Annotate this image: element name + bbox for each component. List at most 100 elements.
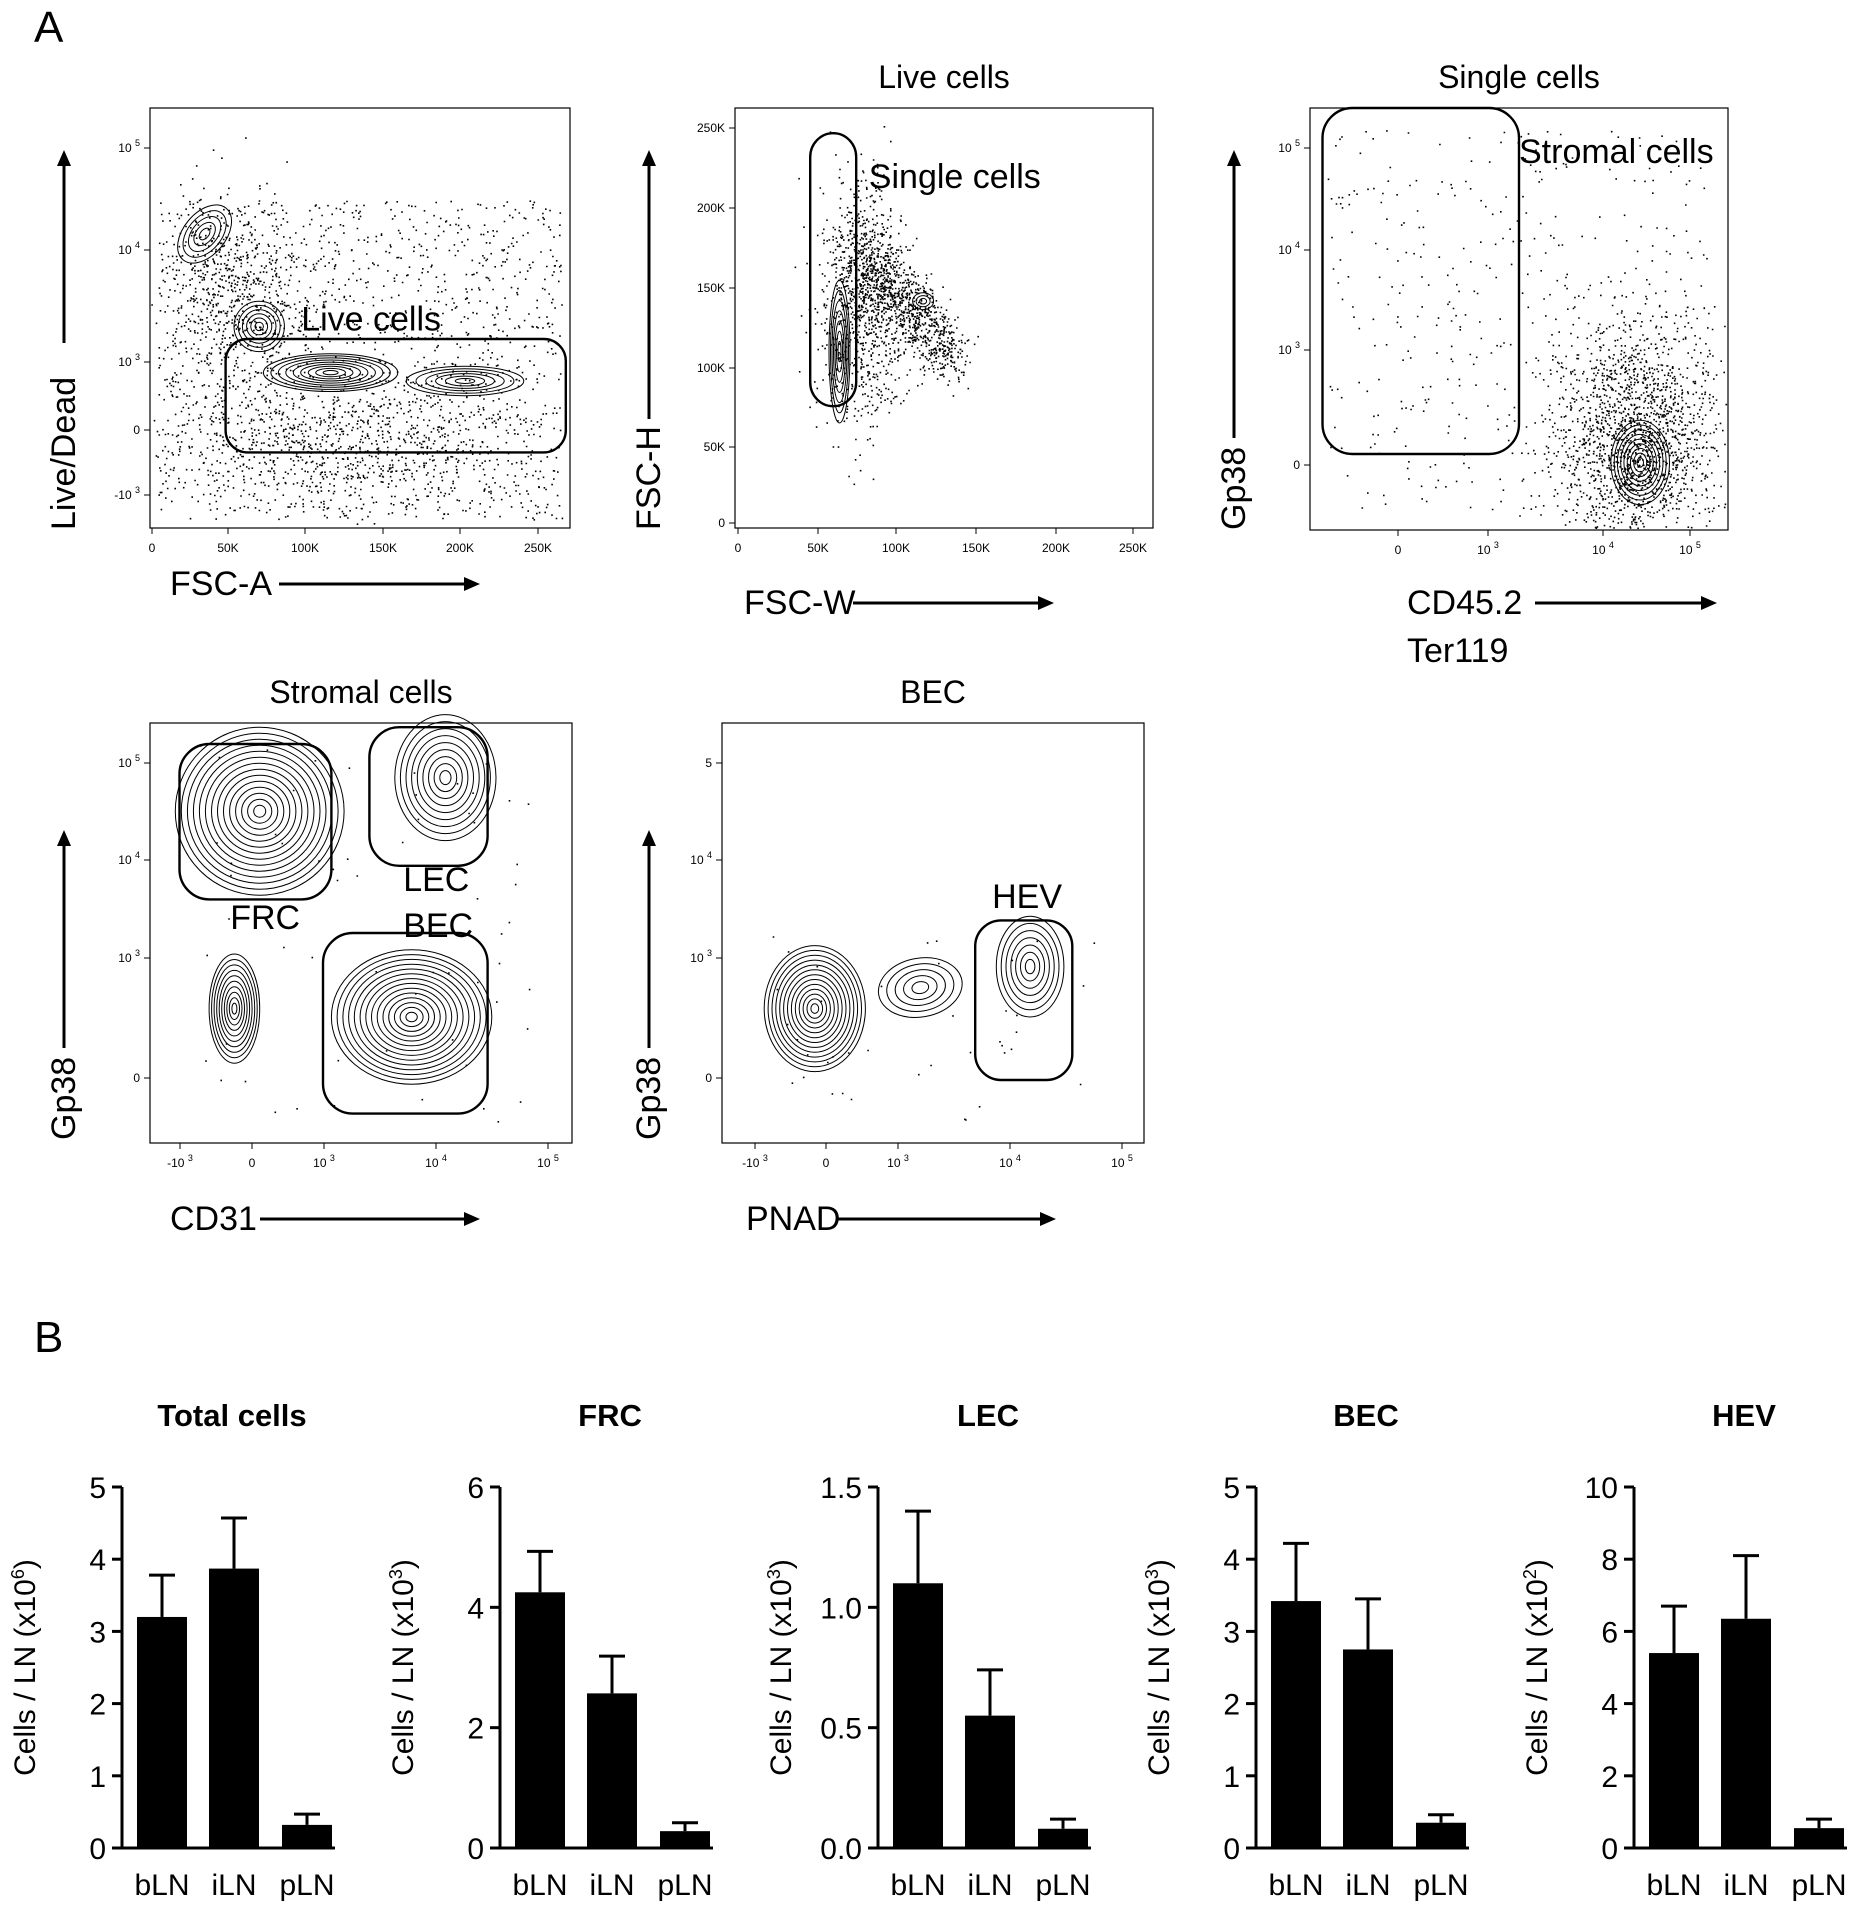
density-contour <box>779 964 851 1053</box>
density-contour <box>767 949 862 1068</box>
x-tick-label: 100K <box>882 541 910 555</box>
category-label: iLN <box>589 1869 634 1902</box>
bar <box>1721 1618 1771 1848</box>
category-label: bLN <box>1646 1869 1701 1902</box>
y-tick-label: 4 <box>1601 1689 1618 1722</box>
density-contour <box>416 742 474 814</box>
y-tick-label: 1 <box>1223 1761 1240 1794</box>
x-tick-label: 0 <box>735 541 742 555</box>
x-tick-label: 50K <box>807 541 828 555</box>
plot-title: Stromal cells <box>269 674 452 710</box>
density-contour <box>330 949 493 1085</box>
density-contour <box>253 804 267 818</box>
density-contour <box>806 998 824 1019</box>
plot-title: Single cells <box>1438 59 1600 95</box>
density-contour <box>411 735 480 821</box>
y-axis-arrowhead <box>1227 150 1241 166</box>
density-contour <box>1020 951 1041 982</box>
y-tick-label: 4 <box>1223 1544 1240 1577</box>
density-contour <box>894 969 946 1006</box>
flow-cytometry-plots: Live cells 0 50K 100K 150K 200K 250K 10 5 10 4 10… <box>45 59 1729 1238</box>
y-axis-label: Cells / LN (x106) <box>8 1559 42 1776</box>
x-axis-label: CD31 <box>170 1200 257 1238</box>
density-contour <box>836 330 843 373</box>
density-contour <box>831 300 848 404</box>
gate-label: Single cells <box>869 158 1041 196</box>
y-tick-label: 0 <box>1601 1833 1618 1866</box>
y-tick-label: 0 <box>89 1833 106 1866</box>
density-contour <box>394 714 497 842</box>
density-contour <box>783 969 847 1048</box>
x-tick-label: 150K <box>962 541 990 555</box>
x-tick-label: 150K <box>369 541 397 555</box>
y-axis-label: Gp38 <box>45 1057 83 1140</box>
density-contour <box>223 774 297 848</box>
density-contour <box>454 378 476 384</box>
density-contour <box>177 204 233 264</box>
flow-plot-4: FRC LEC BEC -10 3 0 10 3 10 4 10 5 10 5 10 4 10 3 0… <box>45 674 573 1238</box>
x-tick-label: -10 3 <box>167 1153 193 1170</box>
flow-plot-1: Live cells 0 50K 100K 150K 200K 250K 10 5 10 4 10… <box>45 107 571 603</box>
density-contour <box>182 210 227 258</box>
density-contour <box>787 974 843 1043</box>
density-contour <box>231 1002 238 1015</box>
density-contour <box>204 756 315 866</box>
y-tick-label: 0 <box>718 516 725 530</box>
density-contour <box>226 991 243 1026</box>
density-contour <box>315 367 347 378</box>
y-axis-label: FSC-H <box>630 426 668 530</box>
y-tick-label: 50K <box>704 440 725 454</box>
density-contour <box>775 959 855 1058</box>
density-contour <box>1000 922 1060 1011</box>
y-tick-label: 0 <box>467 1833 484 1866</box>
x-axis-label: PNAD <box>746 1200 840 1238</box>
category-label: bLN <box>134 1869 189 1902</box>
chart-title: FRC <box>578 1398 642 1433</box>
density-contour <box>382 992 441 1042</box>
density-contour <box>877 957 963 1018</box>
density-contour <box>250 317 269 336</box>
density-contour <box>1610 419 1670 506</box>
density-contour <box>192 744 327 878</box>
density-contour <box>1024 958 1036 975</box>
flow-plot-2: Single cells 0 50K 100K 150K 200K 250K 250K 200K… <box>630 59 1154 622</box>
density-contour <box>433 763 458 793</box>
y-tick-label: 10 4 <box>118 850 140 867</box>
x-axis-arrowhead <box>464 577 480 591</box>
density-contour <box>1015 944 1046 989</box>
x-axis-label: CD45.2 <box>1407 584 1522 622</box>
x-tick-label: 10 3 <box>887 1153 909 1170</box>
density-contour <box>217 768 303 854</box>
density-contour <box>833 310 846 393</box>
bar <box>893 1583 943 1848</box>
bar <box>1649 1653 1699 1848</box>
density-contour <box>439 770 452 786</box>
density-contour <box>229 780 291 842</box>
x-tick-label: 100K <box>291 541 319 555</box>
y-tick-label: 8 <box>1601 1544 1618 1577</box>
flow-plot-5: HEV -10 3 0 10 3 10 4 10 5 5 10 4 10 3 0 BEC PNAD Gp… <box>630 674 1145 1238</box>
density-contour <box>1010 937 1050 996</box>
y-tick-label: 250K <box>697 121 725 135</box>
density-contour <box>336 954 487 1080</box>
density-contour <box>444 375 486 387</box>
density-contour <box>912 292 935 311</box>
density-contour <box>186 738 333 884</box>
flow-plot-3: Stromal cells 0 10 3 10 4 10 5 10 5 10 4 10 3 0 S… <box>1215 59 1729 670</box>
density-contour <box>235 786 285 836</box>
y-tick-label: 10 3 <box>1278 340 1300 357</box>
y-tick-label: 2 <box>1223 1689 1240 1722</box>
density-contour <box>348 963 476 1071</box>
bar <box>282 1824 332 1848</box>
y-tick-label: 4 <box>467 1592 484 1625</box>
x-axis-arrowhead <box>1040 1212 1056 1226</box>
density-contour <box>794 983 835 1034</box>
y-axis-label: Live/Dead <box>45 377 83 530</box>
density-contour <box>405 1011 418 1023</box>
gate-outline <box>224 337 568 454</box>
density-contour <box>771 954 859 1063</box>
density-contour <box>247 798 273 824</box>
density-contour <box>213 964 256 1053</box>
density-contour <box>180 732 339 890</box>
